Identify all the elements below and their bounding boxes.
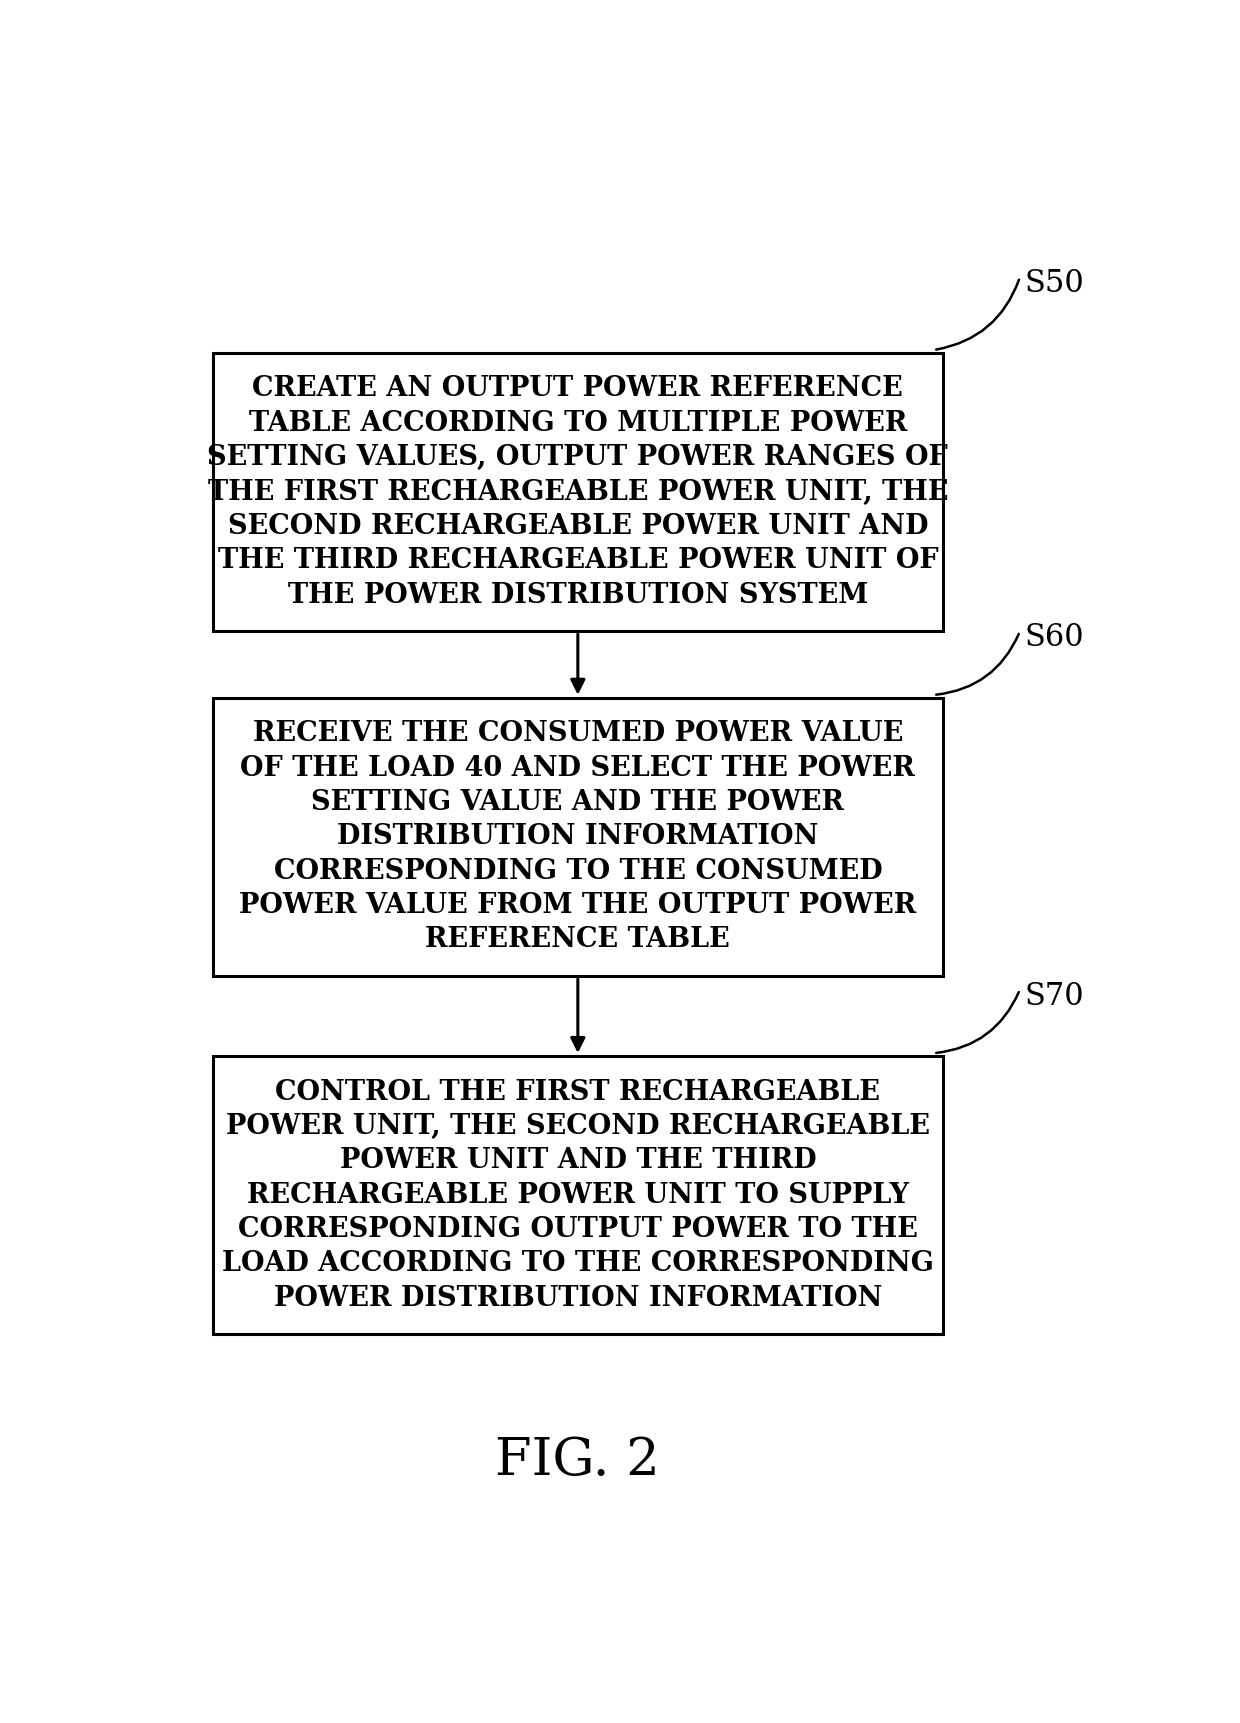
Text: S50: S50	[1024, 269, 1085, 300]
Text: RECEIVE THE CONSUMED POWER VALUE
OF THE LOAD 40 AND SELECT THE POWER
SETTING VAL: RECEIVE THE CONSUMED POWER VALUE OF THE …	[239, 720, 916, 953]
Text: CONTROL THE FIRST RECHARGEABLE
POWER UNIT, THE SECOND RECHARGEABLE
POWER UNIT AN: CONTROL THE FIRST RECHARGEABLE POWER UNI…	[222, 1079, 934, 1311]
Bar	[213, 698, 942, 977]
Text: S70: S70	[1024, 980, 1084, 1011]
Bar	[213, 1056, 942, 1334]
Bar	[213, 353, 942, 631]
Text: S60: S60	[1024, 622, 1084, 653]
Text: FIG. 2: FIG. 2	[496, 1435, 660, 1485]
Text: CREATE AN OUTPUT POWER REFERENCE
TABLE ACCORDING TO MULTIPLE POWER
SETTING VALUE: CREATE AN OUTPUT POWER REFERENCE TABLE A…	[207, 376, 949, 608]
